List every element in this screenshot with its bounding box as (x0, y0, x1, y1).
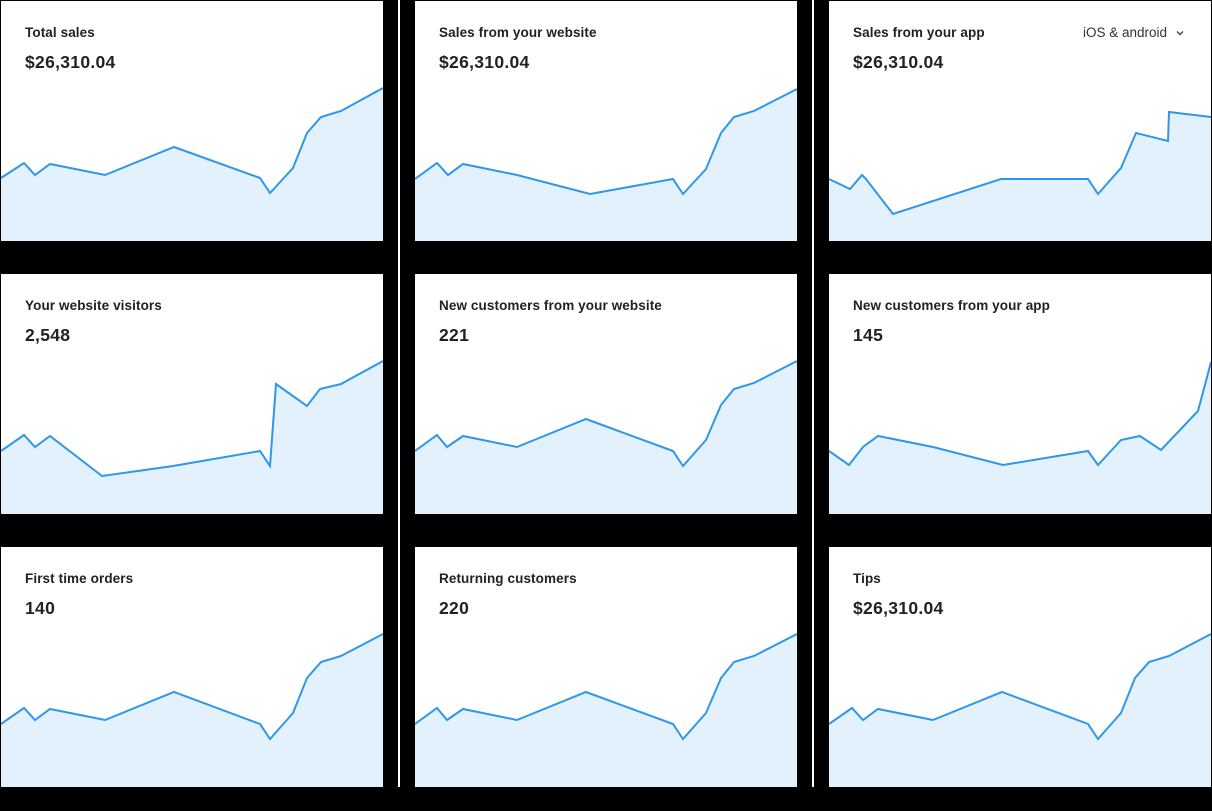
area-chart (829, 633, 1211, 787)
card-title: Sales from your website (439, 25, 597, 40)
area-chart (415, 633, 797, 787)
column-divider (812, 0, 814, 787)
area-chart (1, 360, 383, 514)
area-chart (829, 361, 1211, 514)
card-value: $26,310.04 (853, 52, 944, 72)
area-chart (829, 110, 1211, 241)
card-value: $26,310.04 (853, 598, 944, 618)
area-chart (1, 633, 383, 787)
card-value: $26,310.04 (439, 52, 530, 72)
card-website-visitors: Your website visitors 2,548 (1, 274, 383, 514)
column-divider (398, 0, 400, 787)
card-title: Returning customers (439, 571, 577, 586)
card-title: First time orders (25, 571, 134, 586)
card-value: 140 (25, 598, 56, 618)
platform-dropdown-label: iOS & android (1082, 25, 1167, 40)
card-new-customers-website: New customers from your website 221 (415, 274, 797, 514)
platform-dropdown[interactable]: iOS & android (1083, 25, 1185, 40)
card-first-time-orders: First time orders 140 (1, 547, 383, 787)
card-title: New customers from your website (439, 298, 662, 313)
card-returning-customers: Returning customers 220 (415, 547, 797, 787)
card-sales-app: Sales from your app $26,310.04 iOS & and… (829, 1, 1211, 241)
card-title: Your website visitors (25, 298, 162, 313)
card-tips: Tips $26,310.04 (829, 547, 1211, 787)
card-title: Total sales (25, 25, 95, 40)
area-chart (415, 360, 797, 514)
card-title: New customers from your app (853, 298, 1050, 313)
card-total-sales: Total sales $26,310.04 (1, 1, 383, 241)
area-chart (1, 87, 383, 241)
card-value: $26,310.04 (25, 52, 116, 72)
card-title: Tips (853, 571, 881, 586)
card-value: 220 (439, 598, 470, 618)
card-value: 145 (853, 325, 884, 345)
card-value: 221 (439, 325, 470, 345)
card-value: 2,548 (25, 325, 71, 345)
card-sales-website: Sales from your website $26,310.04 (415, 1, 797, 241)
chevron-down-icon (1176, 30, 1184, 35)
area-chart (415, 88, 797, 241)
card-new-customers-app: New customers from your app 145 (829, 274, 1211, 514)
card-title: Sales from your app (853, 25, 985, 40)
